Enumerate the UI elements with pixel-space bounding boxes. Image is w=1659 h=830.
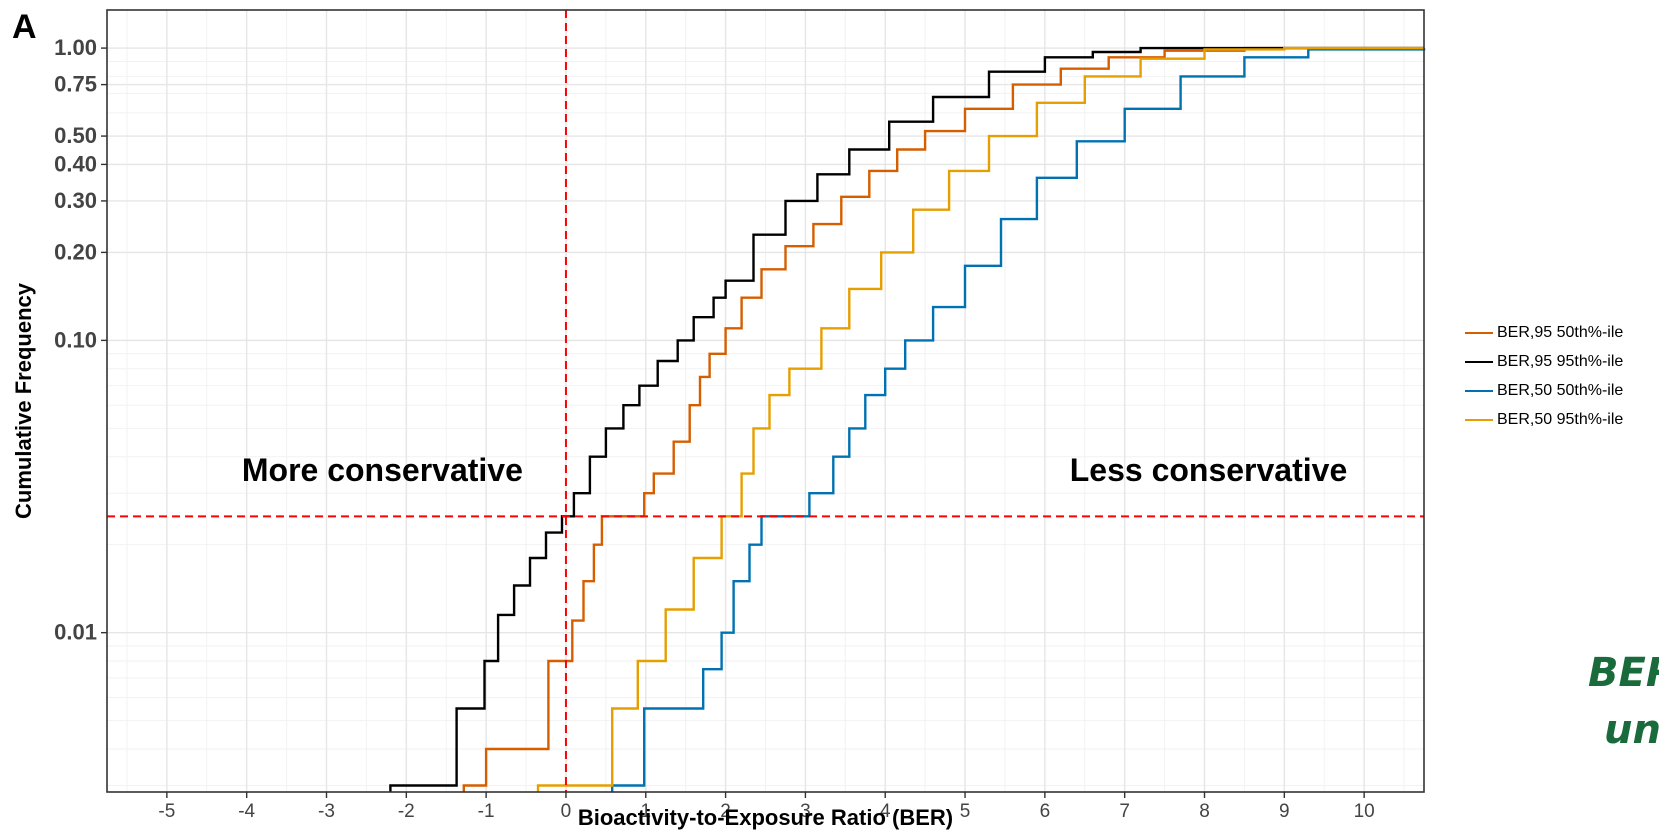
annotation-text: Less conservative: [1070, 452, 1348, 488]
x-tick-label: 0: [561, 801, 572, 822]
y-tick-label: 0.10: [54, 327, 97, 352]
x-tick-label: 2: [720, 801, 731, 822]
annotation-text: More conservative: [242, 452, 523, 488]
x-tick-label: -1: [478, 801, 495, 822]
x-tick-label: 6: [1040, 801, 1051, 822]
legend-swatch: [1465, 389, 1493, 392]
x-tick-label: -4: [238, 801, 255, 822]
x-tick-label: -3: [318, 801, 335, 822]
y-tick-label: 0.75: [54, 72, 97, 97]
series-line: [611, 48, 1426, 792]
y-tick-label: 0.01: [54, 620, 97, 645]
series-line: [389, 46, 1424, 792]
side-note-line: BER: [1588, 650, 1659, 696]
legend-label: BER,95 50th%-ile: [1497, 323, 1624, 341]
legend-swatch: [1465, 360, 1493, 363]
x-tick-label: 9: [1279, 801, 1290, 822]
side-note-line: un: [1604, 707, 1659, 753]
series-line: [536, 46, 1424, 792]
legend-label: BER,50 50th%-ile: [1497, 381, 1624, 399]
x-tick-label: 8: [1199, 801, 1210, 822]
legend-swatch: [1465, 331, 1493, 334]
legend-label: BER,50 95th%-ile: [1497, 410, 1624, 428]
legend-item: BER,50 95th%-ile: [1465, 405, 1623, 434]
y-tick-label: 0.40: [54, 151, 97, 176]
side-note: BER un: [1588, 645, 1659, 759]
x-tick-label: 10: [1354, 801, 1375, 822]
x-tick-label: 5: [960, 801, 971, 822]
series-line: [462, 46, 1424, 792]
plot-border: [106, 9, 1425, 793]
x-axis-title: Bioactivity-to-Exposure Ratio (BER): [578, 805, 953, 830]
y-tick-label: 1.00: [54, 35, 97, 60]
legend-item: BER,95 95th%-ile: [1465, 347, 1623, 376]
x-tick-label: -2: [398, 801, 415, 822]
y-axis-title: Cumulative Frequency: [11, 282, 36, 519]
x-tick-label: 4: [880, 801, 891, 822]
panel-label: A: [12, 8, 37, 46]
x-tick-label: 3: [800, 801, 811, 822]
legend-item: BER,50 50th%-ile: [1465, 376, 1623, 405]
legend-swatch: [1465, 418, 1493, 421]
x-tick-label: 7: [1119, 801, 1130, 822]
legend-label: BER,95 95th%-ile: [1497, 352, 1624, 370]
legend-item: BER,95 50th%-ile: [1465, 318, 1623, 347]
y-tick-label: 0.20: [54, 239, 97, 264]
x-tick-label: 1: [640, 801, 651, 822]
y-tick-label: 0.50: [54, 123, 97, 148]
grid-layer: [107, 10, 1424, 792]
chart-legend: BER,95 50th%-ile BER,95 95th%-ile BER,50…: [1465, 318, 1623, 434]
y-tick-label: 0.30: [54, 188, 97, 213]
x-tick-label: -5: [158, 801, 175, 822]
